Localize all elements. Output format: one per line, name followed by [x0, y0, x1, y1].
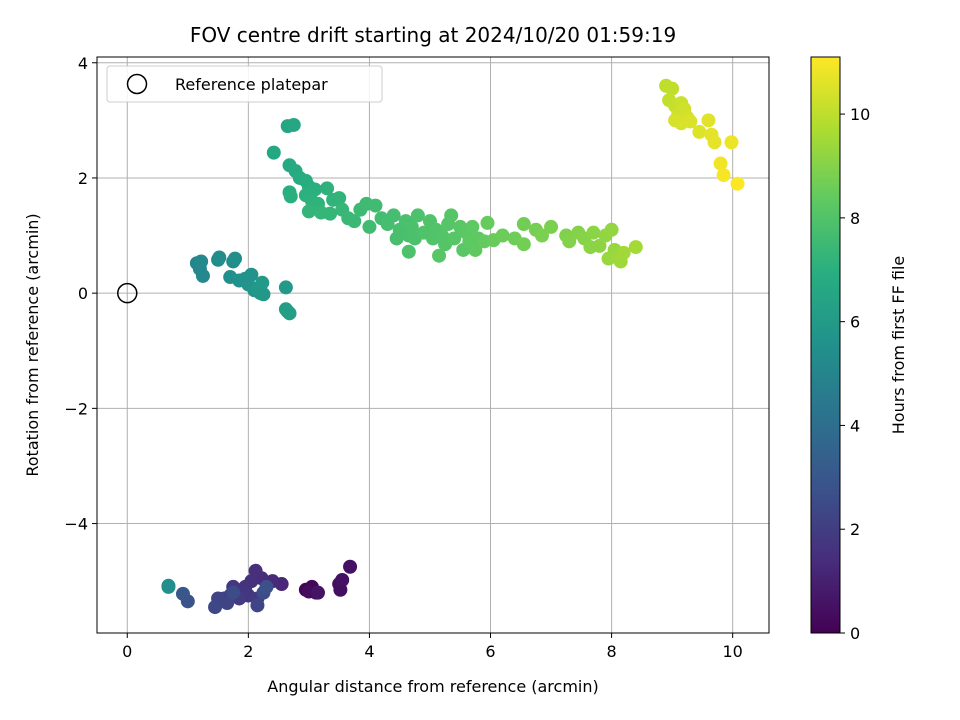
chart-title: FOV centre drift starting at 2024/10/20 …	[190, 23, 676, 47]
data-point	[707, 135, 722, 150]
data-point	[195, 268, 210, 283]
data-point	[323, 206, 338, 221]
data-point	[389, 231, 404, 246]
data-point	[266, 145, 281, 160]
grid-lines	[97, 57, 769, 633]
y-tick-label: 4	[78, 54, 88, 73]
data-point	[347, 214, 362, 229]
plot-frame	[96, 56, 770, 634]
data-points	[161, 78, 745, 615]
data-point	[468, 242, 483, 257]
legend-box	[106, 65, 383, 103]
y-tick-label: 0	[78, 284, 88, 303]
data-point	[335, 573, 350, 588]
data-point	[404, 219, 419, 234]
x-tick-label: 4	[364, 642, 374, 661]
legend: Reference platepar	[106, 65, 383, 103]
colorbar-tick-label: 8	[850, 209, 860, 228]
colorbar-gradient	[811, 57, 840, 633]
data-point	[301, 204, 316, 219]
colorbar-tick-label: 2	[850, 520, 860, 539]
data-point	[386, 208, 401, 223]
data-point	[401, 244, 416, 259]
data-point	[447, 231, 462, 246]
data-point	[495, 228, 510, 243]
y-tick-label: 2	[78, 169, 88, 188]
data-point	[516, 217, 531, 232]
data-point	[278, 280, 293, 295]
data-point	[320, 181, 335, 196]
data-point	[208, 600, 223, 615]
data-point	[534, 228, 549, 243]
y-axis-label: Rotation from reference (arcmin)	[23, 213, 42, 476]
colorbar: 0 2 4 6 8 10 Hours from first FF file	[810, 56, 908, 643]
data-point	[432, 248, 447, 263]
data-point	[465, 219, 480, 234]
data-point	[226, 585, 241, 600]
data-point	[194, 254, 209, 269]
data-point	[228, 251, 243, 266]
data-point	[724, 135, 739, 150]
x-tick-label: 8	[607, 642, 617, 661]
data-point	[713, 156, 728, 171]
y-tick-label: −2	[64, 399, 88, 418]
data-point	[604, 222, 619, 237]
data-point	[310, 585, 325, 600]
colorbar-tick-label: 10	[850, 105, 870, 124]
legend-reference-marker	[126, 73, 148, 95]
colorbar-tick-label: 0	[850, 624, 860, 643]
data-point	[683, 114, 698, 129]
y-axis-ticks: −4 −2 0 2 4	[64, 54, 97, 534]
colorbar-tick-label: 4	[850, 416, 860, 435]
data-point	[332, 191, 347, 206]
data-point	[480, 215, 495, 230]
data-point	[444, 208, 459, 223]
x-tick-label: 2	[243, 642, 253, 661]
x-axis-label: Angular distance from reference (arcmin)	[267, 677, 598, 696]
data-point	[161, 579, 176, 594]
data-point	[665, 81, 680, 96]
x-tick-label: 6	[485, 642, 495, 661]
data-point	[544, 219, 559, 234]
data-point	[410, 208, 425, 223]
data-point	[692, 124, 707, 139]
colorbar-frame	[810, 56, 841, 634]
data-point	[212, 250, 227, 265]
data-point	[283, 189, 298, 204]
data-point	[368, 198, 383, 213]
y-tick-label: −4	[64, 515, 88, 534]
colorbar-label: Hours from first FF file	[889, 256, 908, 435]
data-point	[286, 117, 301, 132]
data-point	[562, 234, 577, 249]
data-point	[175, 586, 190, 601]
data-point	[516, 237, 531, 252]
data-point	[716, 168, 731, 183]
x-axis-ticks: 0 2 4 6 8 10	[122, 633, 743, 661]
data-point	[730, 176, 745, 191]
data-point	[280, 304, 295, 319]
colorbar-ticks: 0 2 4 6 8 10	[840, 105, 870, 643]
data-point	[701, 113, 716, 128]
data-point	[220, 596, 235, 611]
data-point	[343, 559, 358, 574]
data-point	[586, 225, 601, 240]
data-point	[362, 219, 377, 234]
data-point	[259, 579, 274, 594]
data-point	[250, 598, 265, 613]
x-tick-label: 10	[722, 642, 742, 661]
legend-entry-reference-platepar: Reference platepar	[175, 75, 328, 94]
reference-marker	[117, 282, 138, 304]
data-point	[616, 245, 631, 260]
data-point	[256, 287, 271, 302]
colorbar-tick-label: 6	[850, 313, 860, 332]
data-point	[592, 238, 607, 253]
x-tick-label: 0	[122, 642, 132, 661]
data-point	[255, 275, 270, 290]
data-point	[628, 240, 643, 255]
